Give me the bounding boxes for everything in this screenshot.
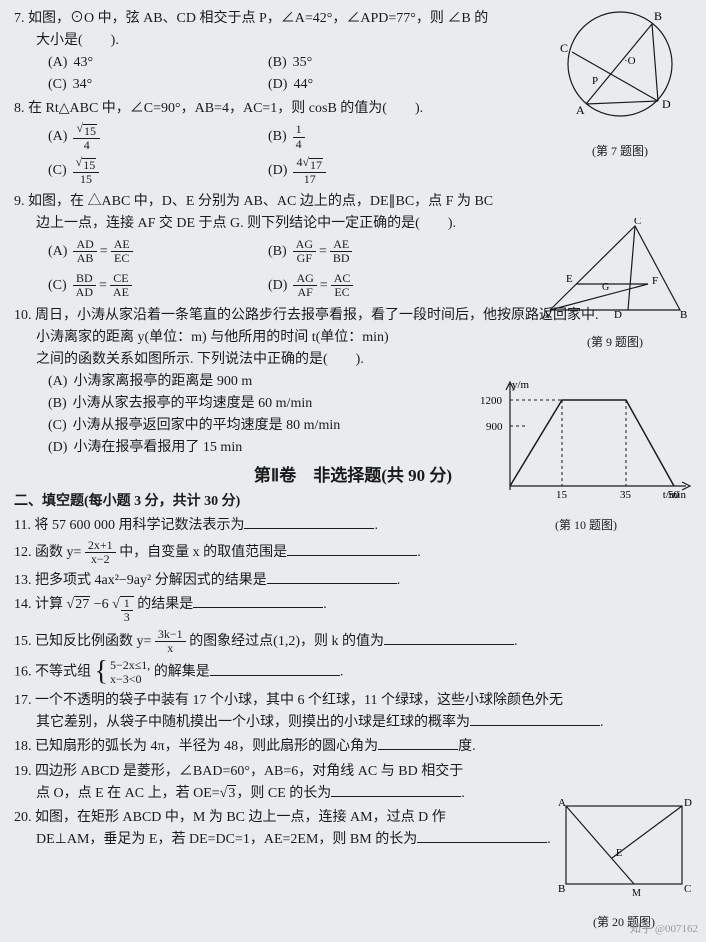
question-8: 8. 在 Rt△ABC 中，∠C=90°，AB=4，AC=1，则 cosB 的值…: [14, 98, 692, 188]
question-16: 16. 不等式组 {5−2x≤1,x−3<0 的解集是.: [14, 658, 692, 687]
svg-text:C: C: [684, 883, 691, 895]
svg-text:35: 35: [620, 489, 632, 501]
q8-opt-c: (C) 1515: [48, 154, 268, 188]
q7-opt-a: (A)43°: [48, 51, 268, 73]
q9-opt-d: (D) AGAF = ACEC: [268, 268, 488, 302]
question-15: 15. 已知反比例函数 y= 3k−1x 的图象经过点(1,2)，则 k 的值为…: [14, 628, 692, 655]
q10-figure: 1200 900 15 35 50 y/m t/min (第 10 题图): [476, 378, 696, 534]
svg-text:E: E: [616, 848, 622, 859]
question-13: 13. 把多项式 4ax²−9ay² 分解因式的结果是.: [14, 570, 692, 592]
svg-text:D: D: [684, 797, 692, 809]
question-14: 14. 计算 27 −6 13 的结果是.: [14, 594, 692, 624]
q9-opt-a: (A) ADAB = AEEC: [48, 234, 268, 268]
svg-text:C: C: [560, 41, 568, 55]
q7-opt-c: (C)34°: [48, 73, 268, 95]
q9-stem-1: 9. 如图，在 △ABC 中，D、E 分别为 AB、AC 边上的点，DE∥BC，…: [14, 191, 692, 213]
q20-figure: A D B C E M (第 20 题图): [554, 796, 694, 932]
svg-text:B: B: [654, 9, 662, 23]
q8-opt-b: (B) 14: [268, 120, 488, 154]
svg-text:E: E: [566, 273, 573, 285]
svg-text:1200: 1200: [480, 395, 503, 407]
q10-stem-3: 之间的函数关系如图所示. 下列说法中正确的是( ).: [14, 349, 692, 371]
svg-text:A: A: [558, 797, 566, 809]
svg-text:C: C: [634, 218, 641, 227]
svg-text:y/m: y/m: [512, 379, 530, 391]
question-17: 17. 一个不透明的袋子中装有 17 个小球，其中 6 个红球，11 个绿球，这…: [14, 690, 692, 733]
question-11: 11. 将 57 600 000 用科学记数法表示为.: [14, 515, 692, 537]
q7-opt-b: (B)35°: [268, 51, 488, 73]
svg-text:·O: ·O: [624, 55, 636, 67]
q10-stem-1: 10. 周日，小涛从家沿着一条笔直的公路步行去报亭看报，看了一段时间后，他按原路…: [14, 305, 692, 327]
q9-opt-b: (B) AGGF = AEBD: [268, 234, 488, 268]
q10-stem-2: 小涛离家的距离 y(单位：m) 与他所用的时间 t(单位：min): [14, 327, 692, 349]
svg-text:t/min: t/min: [663, 489, 687, 501]
question-18: 18. 已知扇形的弧长为 4π，半径为 48，则此扇形的圆心角为度.: [14, 736, 692, 758]
svg-text:M: M: [632, 888, 641, 899]
svg-text:900: 900: [486, 421, 503, 433]
q8-opt-d: (D) 41717: [268, 154, 488, 188]
q7-opt-d: (D)44°: [268, 73, 488, 95]
q8-stem: 8. 在 Rt△ABC 中，∠C=90°，AB=4，AC=1，则 cosB 的值…: [14, 98, 692, 120]
q9-opt-c: (C) BDAD = CEAE: [48, 268, 268, 302]
svg-text:P: P: [592, 75, 598, 87]
q8-opt-a: (A) 154: [48, 120, 268, 154]
watermark: 知乎 @007162: [630, 921, 698, 938]
svg-text:B: B: [558, 883, 565, 895]
svg-text:F: F: [652, 275, 658, 287]
svg-text:G: G: [602, 282, 609, 293]
svg-text:15: 15: [556, 489, 568, 501]
question-12: 12. 函数 y= 2x+1x−2 中，自变量 x 的取值范围是.: [14, 539, 692, 566]
